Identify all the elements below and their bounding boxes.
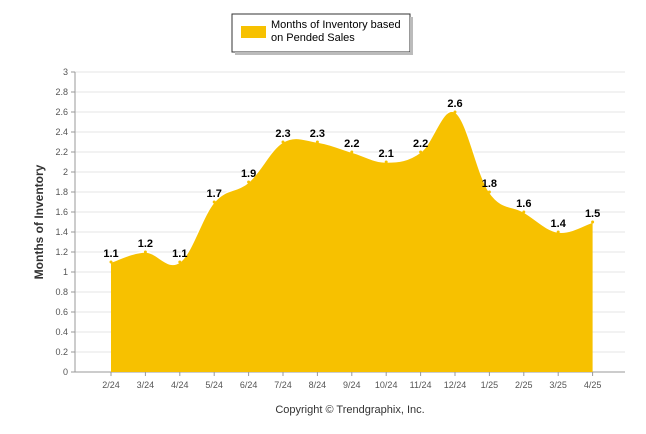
x-axis-ticks: 2/24 3/24 4/24 5/24 6/24 7/24 8/24 9/24 10/24 11/… xyxy=(102,372,601,390)
y-tick-label: 1.2 xyxy=(55,247,68,257)
y-tick-label: 0.2 xyxy=(55,347,68,357)
data-label: 2.3 xyxy=(310,128,325,140)
y-tick-label: 0 xyxy=(63,367,68,377)
data-label: 1.1 xyxy=(172,248,187,260)
y-tick-label: 0.4 xyxy=(55,327,68,337)
x-tick-label: 3/24 xyxy=(137,380,155,390)
data-point xyxy=(384,160,388,164)
data-label: 1.5 xyxy=(585,208,600,220)
y-tick-label: 1.6 xyxy=(55,207,68,217)
x-tick-label: 2/25 xyxy=(515,380,533,390)
data-point xyxy=(419,150,423,154)
x-tick-label: 10/24 xyxy=(375,380,398,390)
y-tick-label: 2.4 xyxy=(55,127,68,137)
x-tick-label: 6/24 xyxy=(240,380,258,390)
y-tick-label: 2.6 xyxy=(55,107,68,117)
y-axis-title: Months of Inventory xyxy=(32,164,46,279)
data-label: 1.6 xyxy=(516,198,531,210)
data-label: 2.6 xyxy=(447,98,462,110)
data-label: 2.2 xyxy=(344,138,359,150)
data-point xyxy=(212,200,216,204)
data-label: 1.9 xyxy=(241,168,256,180)
x-tick-label: 12/24 xyxy=(444,380,467,390)
data-label: 1.7 xyxy=(207,188,222,200)
area-fill xyxy=(111,111,593,372)
x-tick-label: 1/25 xyxy=(481,380,499,390)
data-point xyxy=(556,230,560,234)
legend-shadow-bottom xyxy=(235,52,413,55)
data-point xyxy=(591,220,595,224)
copyright-credit: Copyright © Trendgraphix, Inc. xyxy=(275,404,424,416)
data-point xyxy=(178,260,182,264)
data-point xyxy=(143,250,147,254)
y-tick-label: 2.2 xyxy=(55,147,68,157)
x-tick-label: 11/24 xyxy=(410,380,432,390)
legend: Months of Inventory based on Pended Sale… xyxy=(231,13,413,55)
data-point xyxy=(350,150,354,154)
data-point xyxy=(315,140,319,144)
x-tick-label: 3/25 xyxy=(549,380,567,390)
data-label: 1.2 xyxy=(138,238,153,250)
legend-label-line2: on Pended Sales xyxy=(271,32,355,44)
data-label: 2.1 xyxy=(379,148,394,160)
legend-label-line1: Months of Inventory based xyxy=(271,19,401,31)
legend-shadow-right xyxy=(410,17,413,55)
y-tick-label: 2.8 xyxy=(55,87,68,97)
data-label: 1.4 xyxy=(551,218,567,230)
y-tick-label: 0.6 xyxy=(55,307,68,317)
x-tick-label: 2/24 xyxy=(102,380,120,390)
y-tick-label: 2 xyxy=(63,167,68,177)
data-point xyxy=(281,140,285,144)
area-series xyxy=(110,110,593,372)
data-point xyxy=(247,180,251,184)
x-tick-label: 8/24 xyxy=(309,380,327,390)
y-tick-label: 1.4 xyxy=(55,227,68,237)
y-tick-label: 1 xyxy=(63,267,68,277)
x-tick-label: 7/24 xyxy=(274,380,292,390)
data-point xyxy=(453,110,457,114)
x-tick-label: 4/25 xyxy=(584,380,602,390)
x-tick-label: 9/24 xyxy=(343,380,361,390)
data-point xyxy=(109,260,113,264)
y-tick-label: 3 xyxy=(63,67,68,77)
x-tick-label: 4/24 xyxy=(171,380,189,390)
data-label: 2.2 xyxy=(413,138,428,150)
data-label: 1.1 xyxy=(103,248,118,260)
y-axis-ticks: 0 0.2 0.4 0.6 0.8 1 1.2 1.4 1.6 1.8 2 2.2 2.4 2.6 2.8 3 xyxy=(55,67,75,377)
data-labels: 1.1 1.2 1.1 1.7 1.9 2.3 2.3 2.2 2.1 2.2 2.6 1.8 1.6 1… xyxy=(103,98,600,264)
legend-swatch xyxy=(241,26,266,38)
y-tick-label: 0.8 xyxy=(55,287,68,297)
data-label: 2.3 xyxy=(275,128,290,140)
y-tick-label: 1.8 xyxy=(55,187,68,197)
data-label: 1.8 xyxy=(482,178,497,190)
data-point xyxy=(522,210,526,214)
data-point xyxy=(487,190,491,194)
x-tick-label: 5/24 xyxy=(205,380,223,390)
